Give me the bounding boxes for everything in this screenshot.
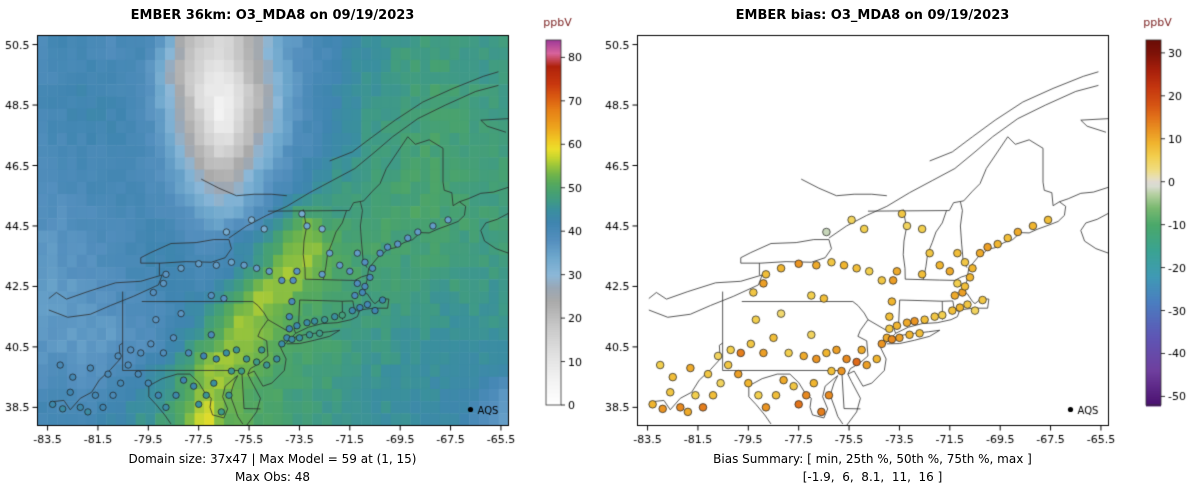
bias-footer-summary-labels: Bias Summary: [ min, 25th %, 50th %, 75t… <box>713 452 1032 466</box>
model-footer-maxobs: Max Obs: 48 <box>234 470 311 484</box>
model-panel: EMBER 36km: O3_MDA8 on 09/19/2023 Domain… <box>0 0 600 484</box>
model-map-canvas <box>0 0 600 445</box>
bias-map-canvas <box>600 0 1200 445</box>
bias-title: EMBER bias: O3_MDA8 on 09/19/2023 <box>735 8 1010 23</box>
bias-panel: EMBER bias: O3_MDA8 on 09/19/2023 Bias S… <box>600 0 1200 502</box>
model-footer-domain: Domain size: 37x47 | Max Model = 59 at (… <box>128 452 417 466</box>
model-title: EMBER 36km: O3_MDA8 on 09/19/2023 <box>130 8 415 23</box>
bias-footer-summary-values: [-1.9, 6, 8.1, 11, 16 ] <box>802 470 943 484</box>
